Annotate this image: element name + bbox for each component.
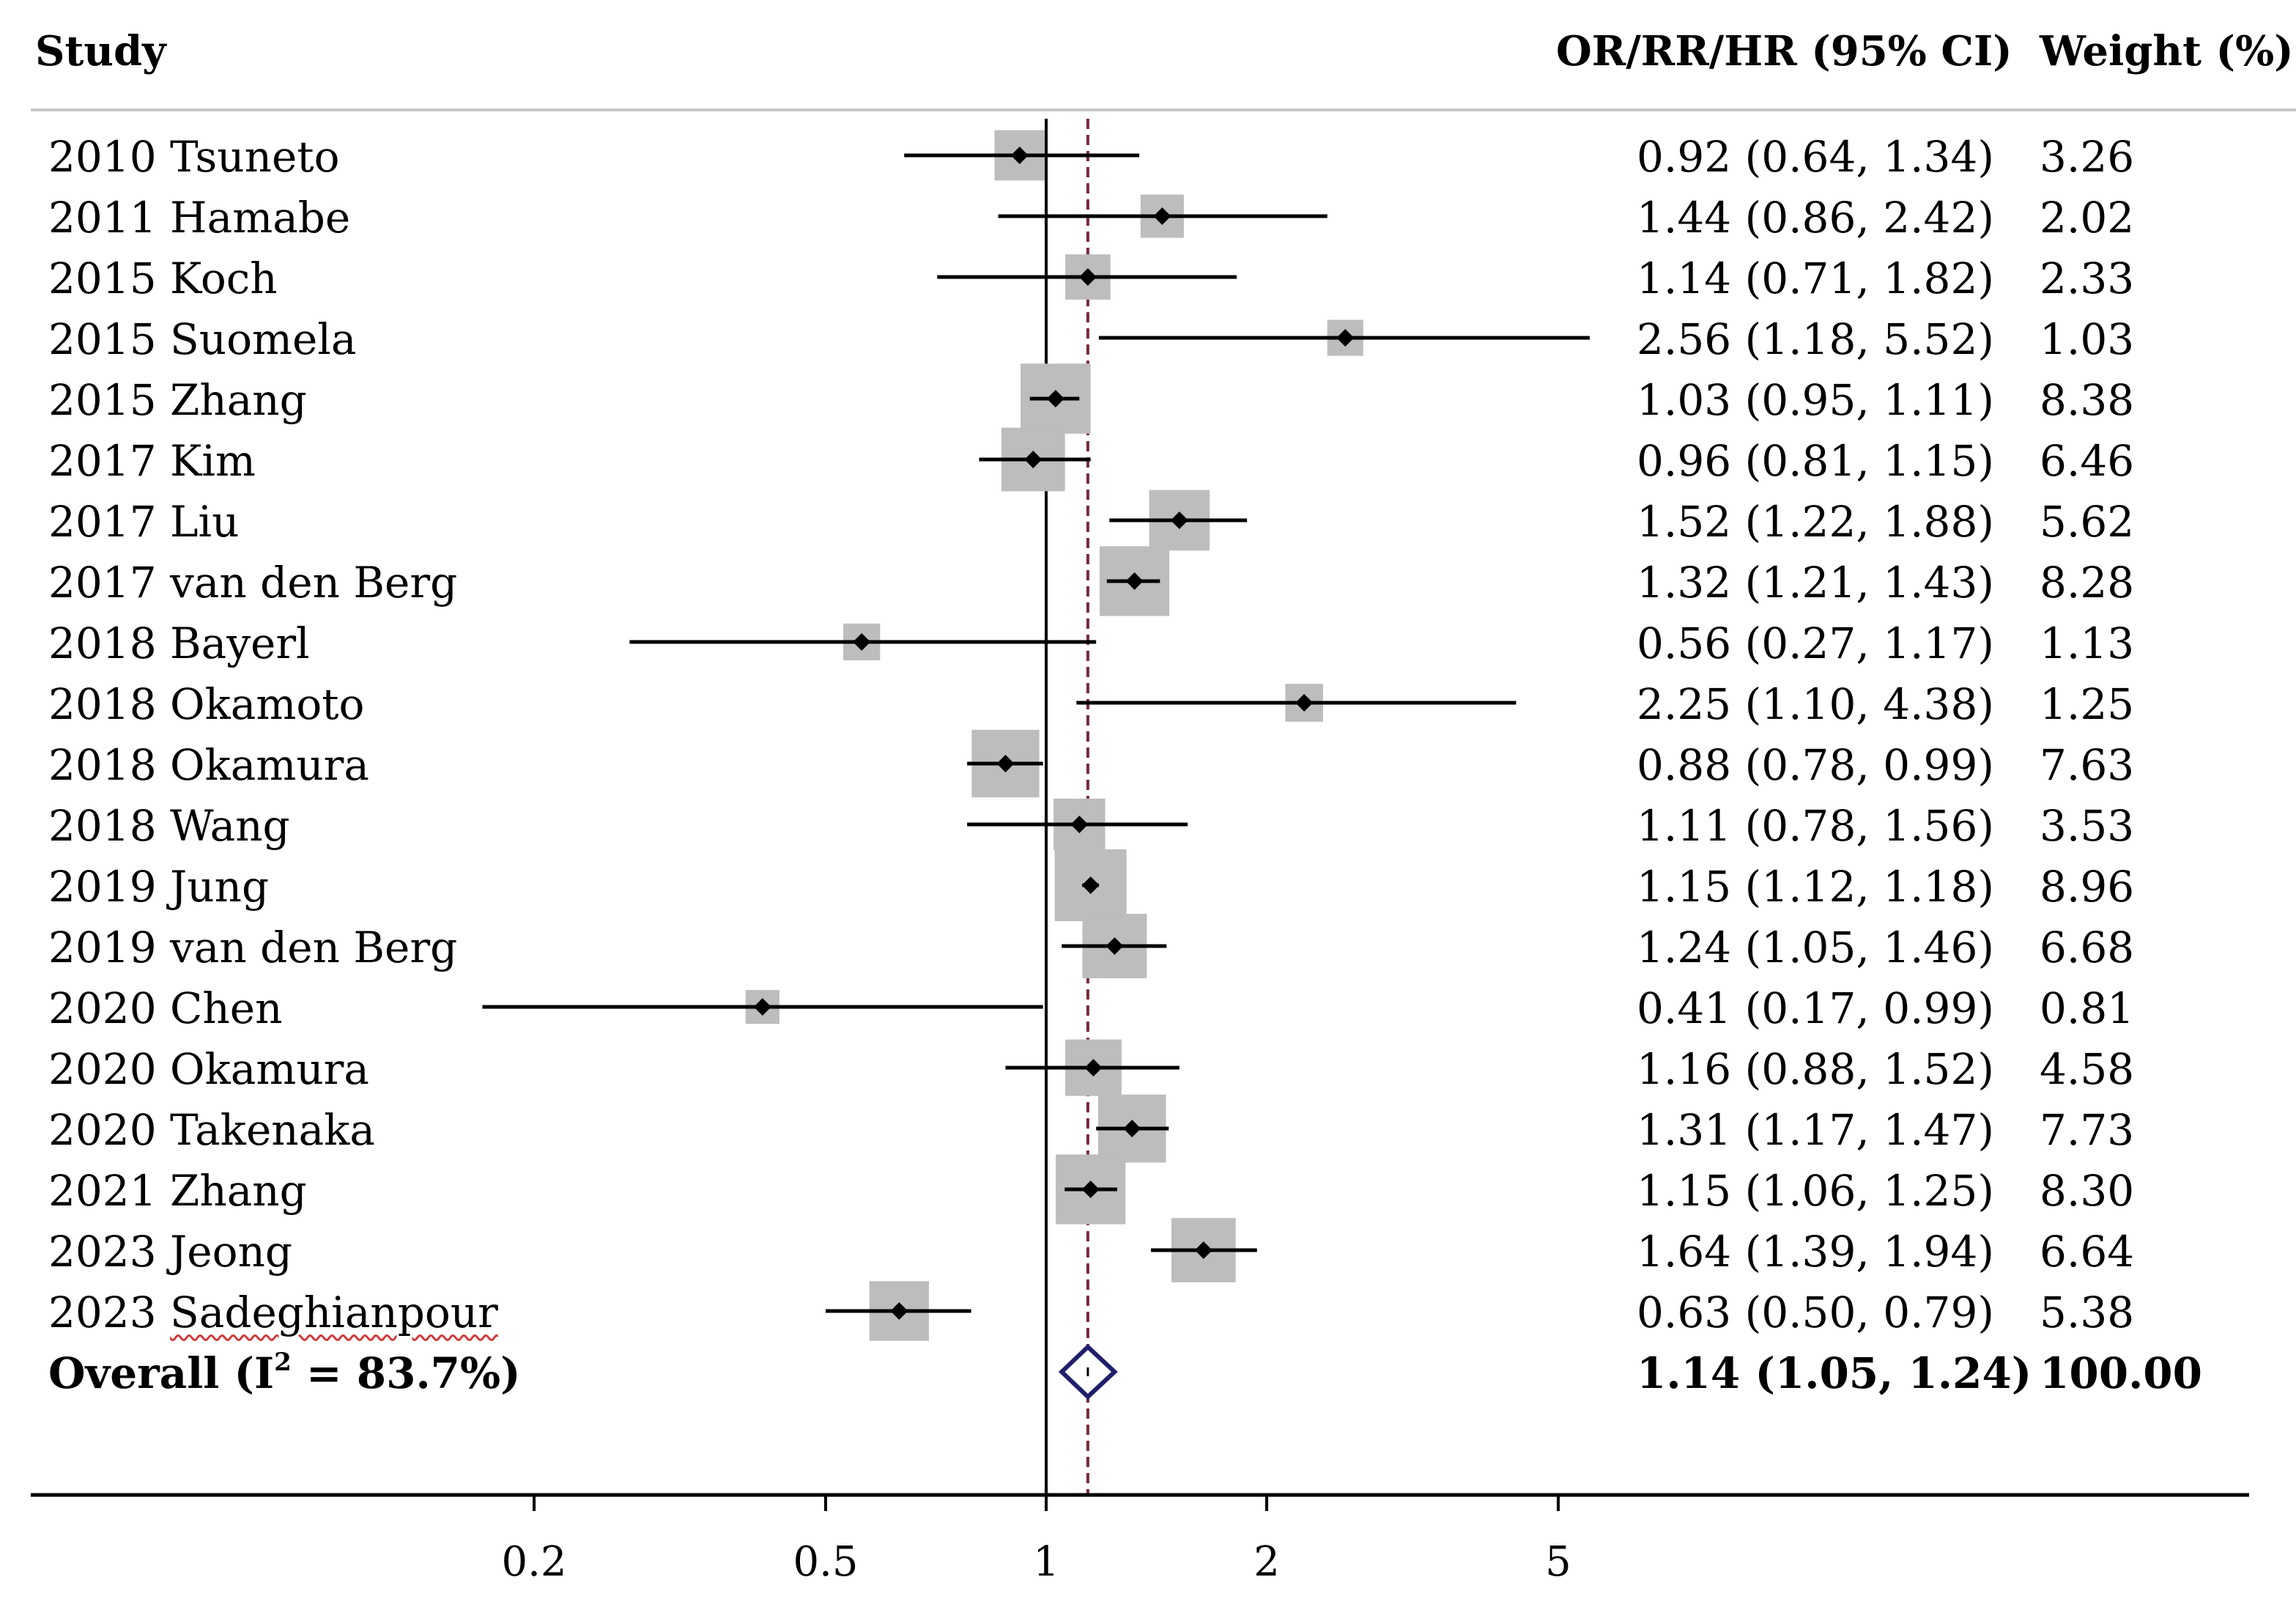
point-estimate-2 xyxy=(1078,268,1097,286)
weight-value: 1.13 xyxy=(2040,618,2135,668)
study-label: 2018 Wang xyxy=(48,801,290,851)
estimate-ci-value: 1.15 (1.12, 1.18) xyxy=(1637,862,1994,912)
study-label: 2019 van den Berg xyxy=(48,923,458,972)
estimate-ci-value: 0.88 (0.78, 0.99) xyxy=(1637,740,1994,790)
study-label: 2018 Okamura xyxy=(48,740,369,790)
study-label: 2011 Hamabe xyxy=(48,193,351,243)
estimate-ci-value: 1.03 (0.95, 1.11) xyxy=(1637,375,1994,425)
estimate-ci-value: 1.24 (1.05, 1.46) xyxy=(1637,923,1994,972)
point-estimate-10 xyxy=(996,755,1015,772)
study-label: 2017 van den Berg xyxy=(48,558,458,608)
point-estimate-12 xyxy=(1081,876,1100,894)
study-label: 2020 Okamura xyxy=(48,1044,369,1094)
estimate-ci-value: 1.44 (0.86, 2.42) xyxy=(1637,193,1994,243)
weight-value: 0.81 xyxy=(2040,983,2135,1033)
estimate-ci-value: 2.56 (1.18, 5.52) xyxy=(1637,314,1994,364)
point-estimate-15 xyxy=(1084,1059,1103,1077)
point-estimate-11 xyxy=(1070,816,1089,833)
study-column-header: Study xyxy=(35,27,166,75)
weight-value: 2.33 xyxy=(2040,254,2135,303)
point-estimate-0 xyxy=(1010,147,1029,164)
weight-value: 6.68 xyxy=(2040,923,2135,972)
weight-value: 7.73 xyxy=(2040,1105,2135,1155)
x-tick-label-0: 0.2 xyxy=(501,1538,566,1586)
estimate-ci-value: 1.52 (1.22, 1.88) xyxy=(1637,497,1994,547)
point-estimate-19 xyxy=(890,1302,908,1320)
weight-value: 8.30 xyxy=(2040,1166,2135,1216)
overall-label: Overall (I2 = 83.7%) xyxy=(48,1344,521,1403)
study-label: 2023 Sadeghianpour xyxy=(48,1283,498,1342)
point-estimate-4 xyxy=(1046,390,1064,407)
study-label: 2020 Takenaka xyxy=(48,1105,375,1155)
estimate-ci-value: 0.41 (0.17, 0.99) xyxy=(1637,983,1994,1033)
estimate-ci-value: 0.92 (0.64, 1.34) xyxy=(1637,132,1994,182)
weight-value: 5.62 xyxy=(2040,497,2135,547)
study-label: 2015 Suomela xyxy=(48,314,357,364)
weight-value: 7.63 xyxy=(2040,740,2135,790)
point-estimate-18 xyxy=(1194,1241,1212,1259)
study-label: 2018 Bayerl xyxy=(48,618,310,668)
estimate-ci-value: 0.56 (0.27, 1.17) xyxy=(1637,618,1994,668)
overall-label-tail: = 83.7%) xyxy=(291,1348,521,1398)
study-label: 2015 Koch xyxy=(48,254,278,303)
study-label: 2018 Okamoto xyxy=(48,679,365,729)
study-label: 2015 Zhang xyxy=(48,375,307,425)
weight-value: 3.26 xyxy=(2040,132,2135,182)
point-estimate-14 xyxy=(753,998,771,1016)
estimate-ci-value: 1.14 (0.71, 1.82) xyxy=(1637,254,1994,303)
estimate-ci-value: 1.31 (1.17, 1.47) xyxy=(1637,1105,1994,1155)
study-label: 2023 Jeong xyxy=(48,1227,293,1277)
point-estimate-9 xyxy=(1295,694,1314,712)
weight-value: 1.03 xyxy=(2040,314,2135,364)
estimate-ci-value: 1.64 (1.39, 1.94) xyxy=(1637,1227,1994,1277)
study-label: 2017 Kim xyxy=(48,436,256,486)
weight-column-header: Weight (%) xyxy=(2040,27,2294,75)
point-estimate-8 xyxy=(853,633,871,651)
study-label: 2019 Jung xyxy=(48,862,270,912)
study-label: 2010 Tsuneto xyxy=(48,132,340,182)
point-estimate-13 xyxy=(1106,937,1124,955)
weight-value: 8.38 xyxy=(2040,375,2135,425)
estimate-ci-value: 0.63 (0.50, 0.79) xyxy=(1637,1288,1994,1337)
weight-value: 1.25 xyxy=(2040,679,2135,729)
weight-value: 6.64 xyxy=(2040,1227,2135,1277)
point-estimate-16 xyxy=(1123,1120,1141,1137)
estimate-ci-value: 2.25 (1.10, 4.38) xyxy=(1637,679,1994,729)
overall-estimate-ci: 1.14 (1.05, 1.24) xyxy=(1637,1348,2032,1398)
estimate-ci-value: 1.15 (1.06, 1.25) xyxy=(1637,1166,1994,1216)
estimate-ci-value: 1.11 (0.78, 1.56) xyxy=(1637,801,1994,851)
weight-value: 8.28 xyxy=(2040,558,2135,608)
estimate-ci-value: 0.96 (0.81, 1.15) xyxy=(1637,436,1994,486)
weight-value: 8.96 xyxy=(2040,862,2135,912)
overall-label-main: Overall (I xyxy=(48,1348,275,1398)
overall-weight: 100.00 xyxy=(2040,1348,2202,1398)
study-year: 2023 xyxy=(48,1288,171,1337)
study-author: Sadeghianpour xyxy=(170,1288,498,1337)
estimate-column-header: OR/RR/HR (95% CI) xyxy=(1556,27,2012,75)
weight-value: 5.38 xyxy=(2040,1288,2135,1337)
point-estimate-6 xyxy=(1170,512,1188,529)
point-estimate-3 xyxy=(1336,329,1355,347)
study-label: 2021 Zhang xyxy=(48,1166,307,1216)
estimate-ci-value: 1.16 (0.88, 1.52) xyxy=(1637,1044,1994,1094)
estimate-ci-value: 1.32 (1.21, 1.43) xyxy=(1637,558,1994,608)
header-divider xyxy=(31,108,2296,111)
study-label: 2017 Liu xyxy=(48,497,240,547)
weight-value: 6.46 xyxy=(2040,436,2135,486)
x-tick-label-4: 5 xyxy=(1545,1538,1571,1586)
study-label: 2020 Chen xyxy=(48,983,283,1033)
x-tick-label-3: 2 xyxy=(1253,1538,1280,1586)
x-tick-label-1: 0.5 xyxy=(793,1538,858,1586)
point-estimate-5 xyxy=(1024,451,1043,468)
x-tick-label-2: 1 xyxy=(1033,1538,1059,1586)
point-estimate-1 xyxy=(1153,207,1171,225)
weight-value: 3.53 xyxy=(2040,801,2135,851)
weight-value: 4.58 xyxy=(2040,1044,2135,1094)
weight-value: 2.02 xyxy=(2040,193,2135,243)
point-estimate-7 xyxy=(1125,572,1144,590)
overall-label-superscript: 2 xyxy=(274,1348,292,1377)
point-estimate-17 xyxy=(1081,1181,1100,1198)
